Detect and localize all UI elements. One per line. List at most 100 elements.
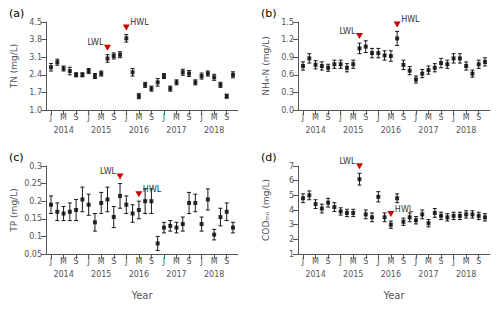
svg-text:HWL: HWL	[401, 15, 420, 24]
svg-text:S: S	[401, 257, 406, 266]
svg-text:S: S	[74, 257, 79, 266]
svg-text:2016: 2016	[381, 270, 401, 279]
svg-text:1.0: 1.0	[29, 106, 42, 115]
svg-text:S: S	[111, 113, 116, 122]
svg-text:0.25: 0.25	[24, 179, 42, 188]
svg-text:J: J	[451, 257, 454, 266]
svg-text:7: 7	[289, 162, 294, 171]
svg-text:2015: 2015	[91, 270, 111, 279]
svg-text:HWL: HWL	[395, 205, 414, 214]
svg-text:CODₘₙ (mg/L): CODₘₙ (mg/L)	[261, 179, 271, 241]
svg-text:J: J	[124, 113, 127, 122]
svg-text:M: M	[312, 113, 319, 122]
svg-text:J: J	[199, 257, 202, 266]
svg-text:M: M	[211, 257, 218, 266]
svg-text:3.1: 3.1	[29, 53, 42, 62]
svg-text:2018: 2018	[204, 270, 224, 279]
svg-text:0.3: 0.3	[29, 162, 42, 171]
svg-text:M: M	[60, 257, 67, 266]
svg-text:M: M	[173, 113, 180, 122]
svg-text:2016: 2016	[129, 126, 149, 135]
svg-text:2016: 2016	[129, 270, 149, 279]
svg-text:2017: 2017	[418, 126, 438, 135]
svg-text:HWL: HWL	[130, 18, 149, 27]
svg-text:2017: 2017	[418, 270, 438, 279]
svg-text:M: M	[387, 257, 394, 266]
svg-text:M: M	[312, 257, 319, 266]
svg-text:J: J	[376, 257, 379, 266]
svg-text:2018: 2018	[456, 126, 476, 135]
svg-text:J: J	[86, 113, 89, 122]
svg-text:4: 4	[289, 206, 294, 215]
svg-text:2014: 2014	[305, 126, 325, 135]
svg-text:M: M	[425, 113, 432, 122]
svg-text:TN (mg/L): TN (mg/L)	[9, 44, 19, 90]
svg-text:S: S	[149, 257, 154, 266]
svg-text:J: J	[162, 257, 165, 266]
svg-text:M: M	[135, 257, 142, 266]
svg-text:J: J	[49, 113, 52, 122]
svg-text:S: S	[476, 113, 481, 122]
svg-text:2014: 2014	[53, 126, 73, 135]
svg-text:6: 6	[289, 176, 294, 185]
svg-text:2: 2	[289, 235, 294, 244]
svg-text:1.5: 1.5	[281, 18, 294, 27]
svg-text:5: 5	[289, 191, 294, 200]
svg-text:S: S	[326, 257, 331, 266]
svg-text:S: S	[363, 113, 368, 122]
svg-text:S: S	[224, 113, 229, 122]
svg-text:2015: 2015	[91, 126, 111, 135]
svg-text:0.9: 0.9	[281, 53, 294, 62]
svg-text:M: M	[173, 257, 180, 266]
svg-text:4.5: 4.5	[29, 18, 42, 27]
svg-text:J: J	[414, 113, 417, 122]
svg-text:S: S	[74, 113, 79, 122]
svg-text:2016: 2016	[381, 126, 401, 135]
svg-text:J: J	[338, 257, 341, 266]
svg-text:S: S	[187, 113, 192, 122]
svg-text:J: J	[162, 113, 165, 122]
svg-text:Year: Year	[130, 290, 153, 301]
svg-text:TP (mg/L): TP (mg/L)	[9, 188, 19, 232]
svg-text:S: S	[363, 257, 368, 266]
svg-text:1.2: 1.2	[281, 35, 294, 44]
svg-text:2018: 2018	[204, 126, 224, 135]
svg-text:0.2: 0.2	[29, 197, 42, 206]
svg-text:S: S	[187, 257, 192, 266]
svg-text:2018: 2018	[456, 270, 476, 279]
svg-text:M: M	[463, 257, 470, 266]
svg-text:M: M	[98, 113, 105, 122]
svg-text:0.6: 0.6	[281, 70, 294, 79]
svg-text:(b): (b)	[261, 7, 277, 20]
svg-text:(c): (c)	[9, 151, 24, 164]
svg-text:2.4: 2.4	[29, 70, 42, 79]
svg-text:S: S	[224, 257, 229, 266]
svg-text:2017: 2017	[166, 126, 186, 135]
svg-text:M: M	[387, 113, 394, 122]
svg-text:LWL: LWL	[100, 167, 117, 176]
svg-text:1.7: 1.7	[29, 88, 42, 97]
svg-text:0.3: 0.3	[281, 88, 294, 97]
svg-text:M: M	[350, 113, 357, 122]
svg-text:3.8: 3.8	[29, 35, 42, 44]
svg-text:Year: Year	[382, 290, 405, 301]
svg-text:(a): (a)	[9, 7, 24, 20]
svg-text:J: J	[376, 113, 379, 122]
svg-text:2015: 2015	[343, 270, 363, 279]
svg-text:S: S	[439, 257, 444, 266]
svg-text:LWL: LWL	[87, 38, 104, 47]
svg-text:3: 3	[289, 220, 294, 229]
svg-text:S: S	[439, 113, 444, 122]
svg-text:J: J	[338, 113, 341, 122]
svg-text:0.05: 0.05	[24, 250, 42, 259]
svg-text:S: S	[326, 113, 331, 122]
svg-text:2017: 2017	[166, 270, 186, 279]
svg-text:S: S	[401, 113, 406, 122]
svg-text:M: M	[463, 113, 470, 122]
svg-text:M: M	[135, 113, 142, 122]
svg-text:J: J	[199, 113, 202, 122]
svg-text:J: J	[49, 257, 52, 266]
svg-text:J: J	[301, 113, 304, 122]
svg-text:J: J	[451, 113, 454, 122]
svg-text:1: 1	[289, 250, 294, 259]
